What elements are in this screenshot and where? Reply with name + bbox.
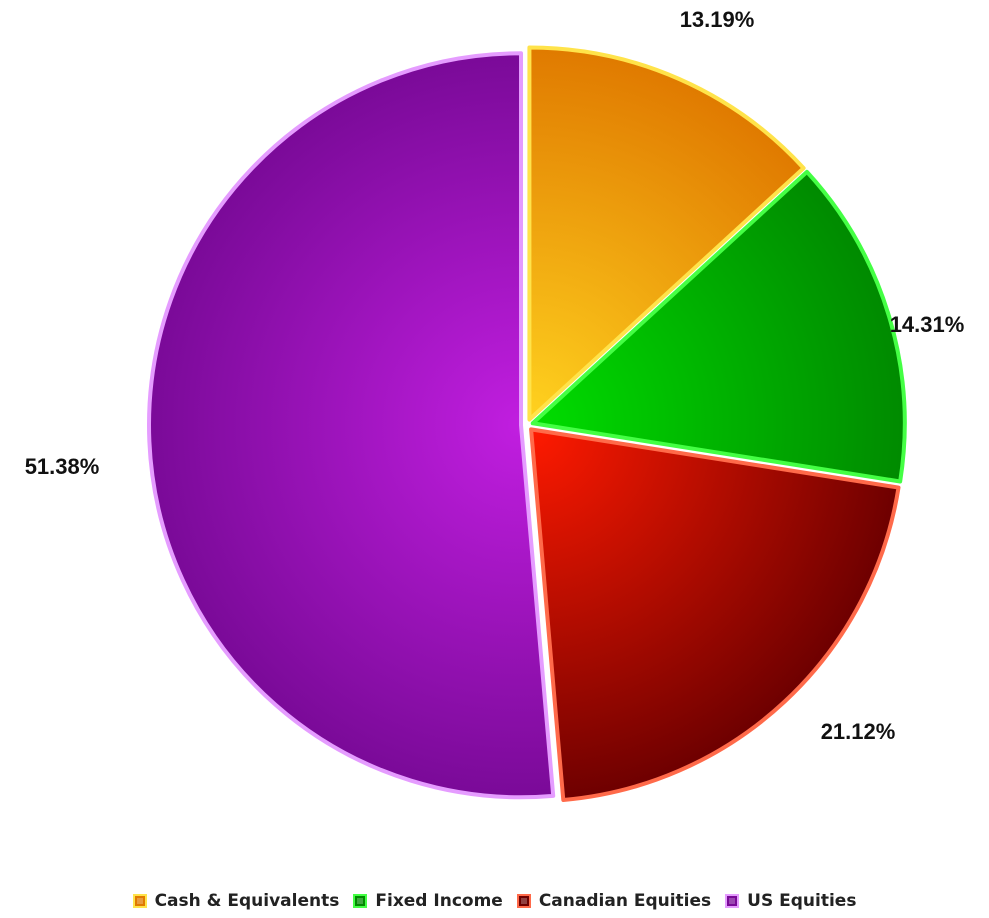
pie-slice-cash-equivalents[interactable] — [527, 45, 806, 422]
pie-label-cash-equivalents: 13.19% — [680, 7, 755, 32]
legend-swatch-canadian-equities — [516, 894, 531, 908]
pie-label-fixed-income: 14.31% — [890, 312, 965, 337]
pie-label-us-equities: 51.38% — [25, 454, 100, 479]
legend-swatch-us-equities — [725, 894, 740, 908]
pie-label-canadian-equities: 21.12% — [821, 719, 896, 744]
legend: Cash & Equivalents Fixed Income Canadian… — [0, 886, 989, 916]
pie-slice-us-equities[interactable] — [147, 51, 556, 800]
legend-swatch-cash-equivalents — [132, 894, 147, 908]
pie-slice-canadian-equities[interactable] — [529, 427, 901, 802]
pie-labels: 13.19% 14.31% 21.12% 51.38% — [25, 7, 965, 744]
legend-item-cash-equivalents[interactable]: Cash & Equivalents — [132, 891, 340, 911]
legend-item-us-equities[interactable]: US Equities — [725, 891, 856, 911]
pie-slice-fixed-income[interactable] — [530, 169, 907, 484]
legend-swatch-fixed-income — [353, 894, 368, 908]
legend-item-fixed-income[interactable]: Fixed Income — [353, 891, 503, 911]
pie-chart-svg: 13.19% 14.31% 21.12% 51.38% — [25, 7, 965, 802]
legend-label-us-equities: US Equities — [747, 891, 857, 911]
legend-label-canadian-equities: Canadian Equities — [538, 891, 712, 911]
pie-slices — [147, 45, 907, 802]
legend-item-canadian-equities[interactable]: Canadian Equities — [516, 891, 712, 911]
legend-label-fixed-income: Fixed Income — [375, 891, 503, 911]
legend-label-cash-equivalents: Cash & Equivalents — [154, 891, 340, 911]
